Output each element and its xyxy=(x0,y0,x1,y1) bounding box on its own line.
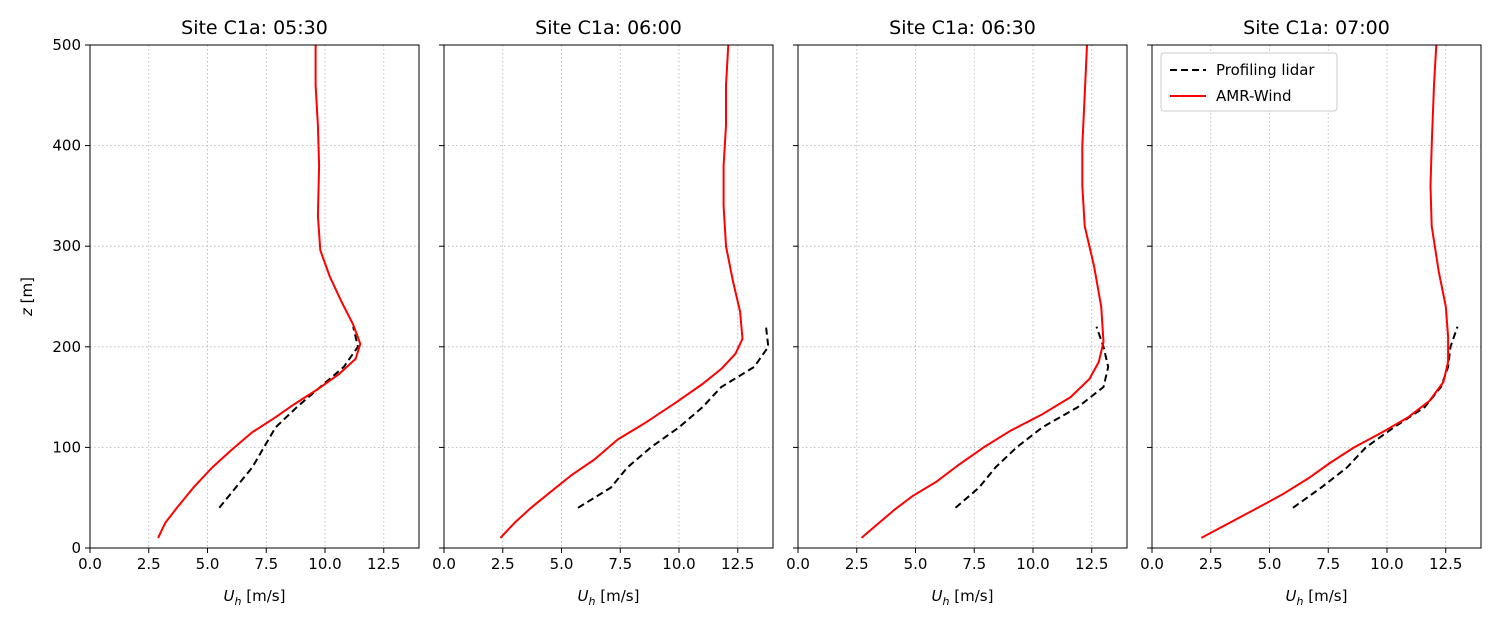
y-tick-label: 100 xyxy=(52,438,81,456)
y-axis-label: z [m] xyxy=(18,277,36,317)
y-tick-label: 400 xyxy=(52,137,81,155)
x-tick-label: 2.5 xyxy=(845,555,869,573)
x-tick-label: 5.0 xyxy=(904,555,928,573)
amr-wind-line xyxy=(158,45,360,538)
lidar-line xyxy=(956,327,1109,508)
x-axis-label: Uh [m/s] xyxy=(1286,587,1348,608)
panel-3: 0.0 2.5 5.0 7.5 10.0 12.5 Site C1a: 06:30 Uh [m… xyxy=(786,17,1127,608)
x-tick-label: 7.5 xyxy=(1316,555,1340,573)
x-tick-label: 0.0 xyxy=(786,555,810,573)
amr-wind-line xyxy=(500,45,742,538)
chart-title: Site C1a: 06:30 xyxy=(889,17,1036,39)
axes-frame xyxy=(798,45,1127,548)
chart-title: Site C1a: 07:00 xyxy=(1243,17,1390,39)
lidar-line xyxy=(1293,327,1458,508)
amr-wind-line xyxy=(862,45,1104,538)
panel-1: 0.0 2.5 5.0 7.5 10.0 12.5 0 100 200 300 400 500 Site… xyxy=(18,17,419,608)
panel-4: 0.0 2.5 5.0 7.5 10.0 12.5 Site C1a: 07:00 Uh [m… xyxy=(1140,17,1481,608)
x-tick-label: 5.0 xyxy=(550,555,574,573)
x-tick-label: 12.5 xyxy=(1429,555,1462,573)
legend-label: AMR-Wind xyxy=(1216,87,1292,105)
y-tick-label: 300 xyxy=(52,237,81,255)
y-tick-label: 200 xyxy=(52,338,81,356)
panel-2: 0.0 2.5 5.0 7.5 10.0 12.5 Site C1a: 06:00 Uh [m… xyxy=(432,17,773,608)
x-axis-label: Uh [m/s] xyxy=(578,587,640,608)
legend-label: Profiling lidar xyxy=(1216,61,1315,79)
x-tick-label: 12.5 xyxy=(367,555,400,573)
x-tick-label: 0.0 xyxy=(78,555,102,573)
amr-wind-line xyxy=(1201,45,1448,538)
axes-frame xyxy=(90,45,419,548)
x-tick-label: 10.0 xyxy=(662,555,695,573)
x-axis-label: Uh [m/s] xyxy=(932,587,994,608)
x-tick-label: 7.5 xyxy=(254,555,278,573)
x-axis-label: Uh [m/s] xyxy=(224,587,286,608)
axes-frame xyxy=(444,45,773,548)
x-tick-label: 10.0 xyxy=(1016,555,1049,573)
x-tick-label: 10.0 xyxy=(1370,555,1403,573)
lidar-line xyxy=(578,327,768,508)
x-tick-label: 0.0 xyxy=(432,555,456,573)
x-tick-label: 5.0 xyxy=(196,555,220,573)
x-tick-label: 10.0 xyxy=(308,555,341,573)
x-tick-label: 2.5 xyxy=(137,555,161,573)
chart-title: Site C1a: 06:00 xyxy=(535,17,682,39)
x-tick-label: 2.5 xyxy=(491,555,515,573)
x-tick-label: 7.5 xyxy=(608,555,632,573)
x-tick-label: 2.5 xyxy=(1199,555,1223,573)
x-tick-label: 0.0 xyxy=(1140,555,1164,573)
legend: Profiling lidar AMR-Wind xyxy=(1161,53,1337,111)
lidar-line xyxy=(219,327,358,508)
x-tick-label: 12.5 xyxy=(721,555,754,573)
chart-title: Site C1a: 05:30 xyxy=(181,17,328,39)
x-tick-label: 12.5 xyxy=(1075,555,1108,573)
y-tick-label: 0 xyxy=(71,539,81,557)
x-tick-label: 7.5 xyxy=(962,555,986,573)
y-tick-label: 500 xyxy=(52,36,81,54)
x-tick-label: 5.0 xyxy=(1258,555,1282,573)
